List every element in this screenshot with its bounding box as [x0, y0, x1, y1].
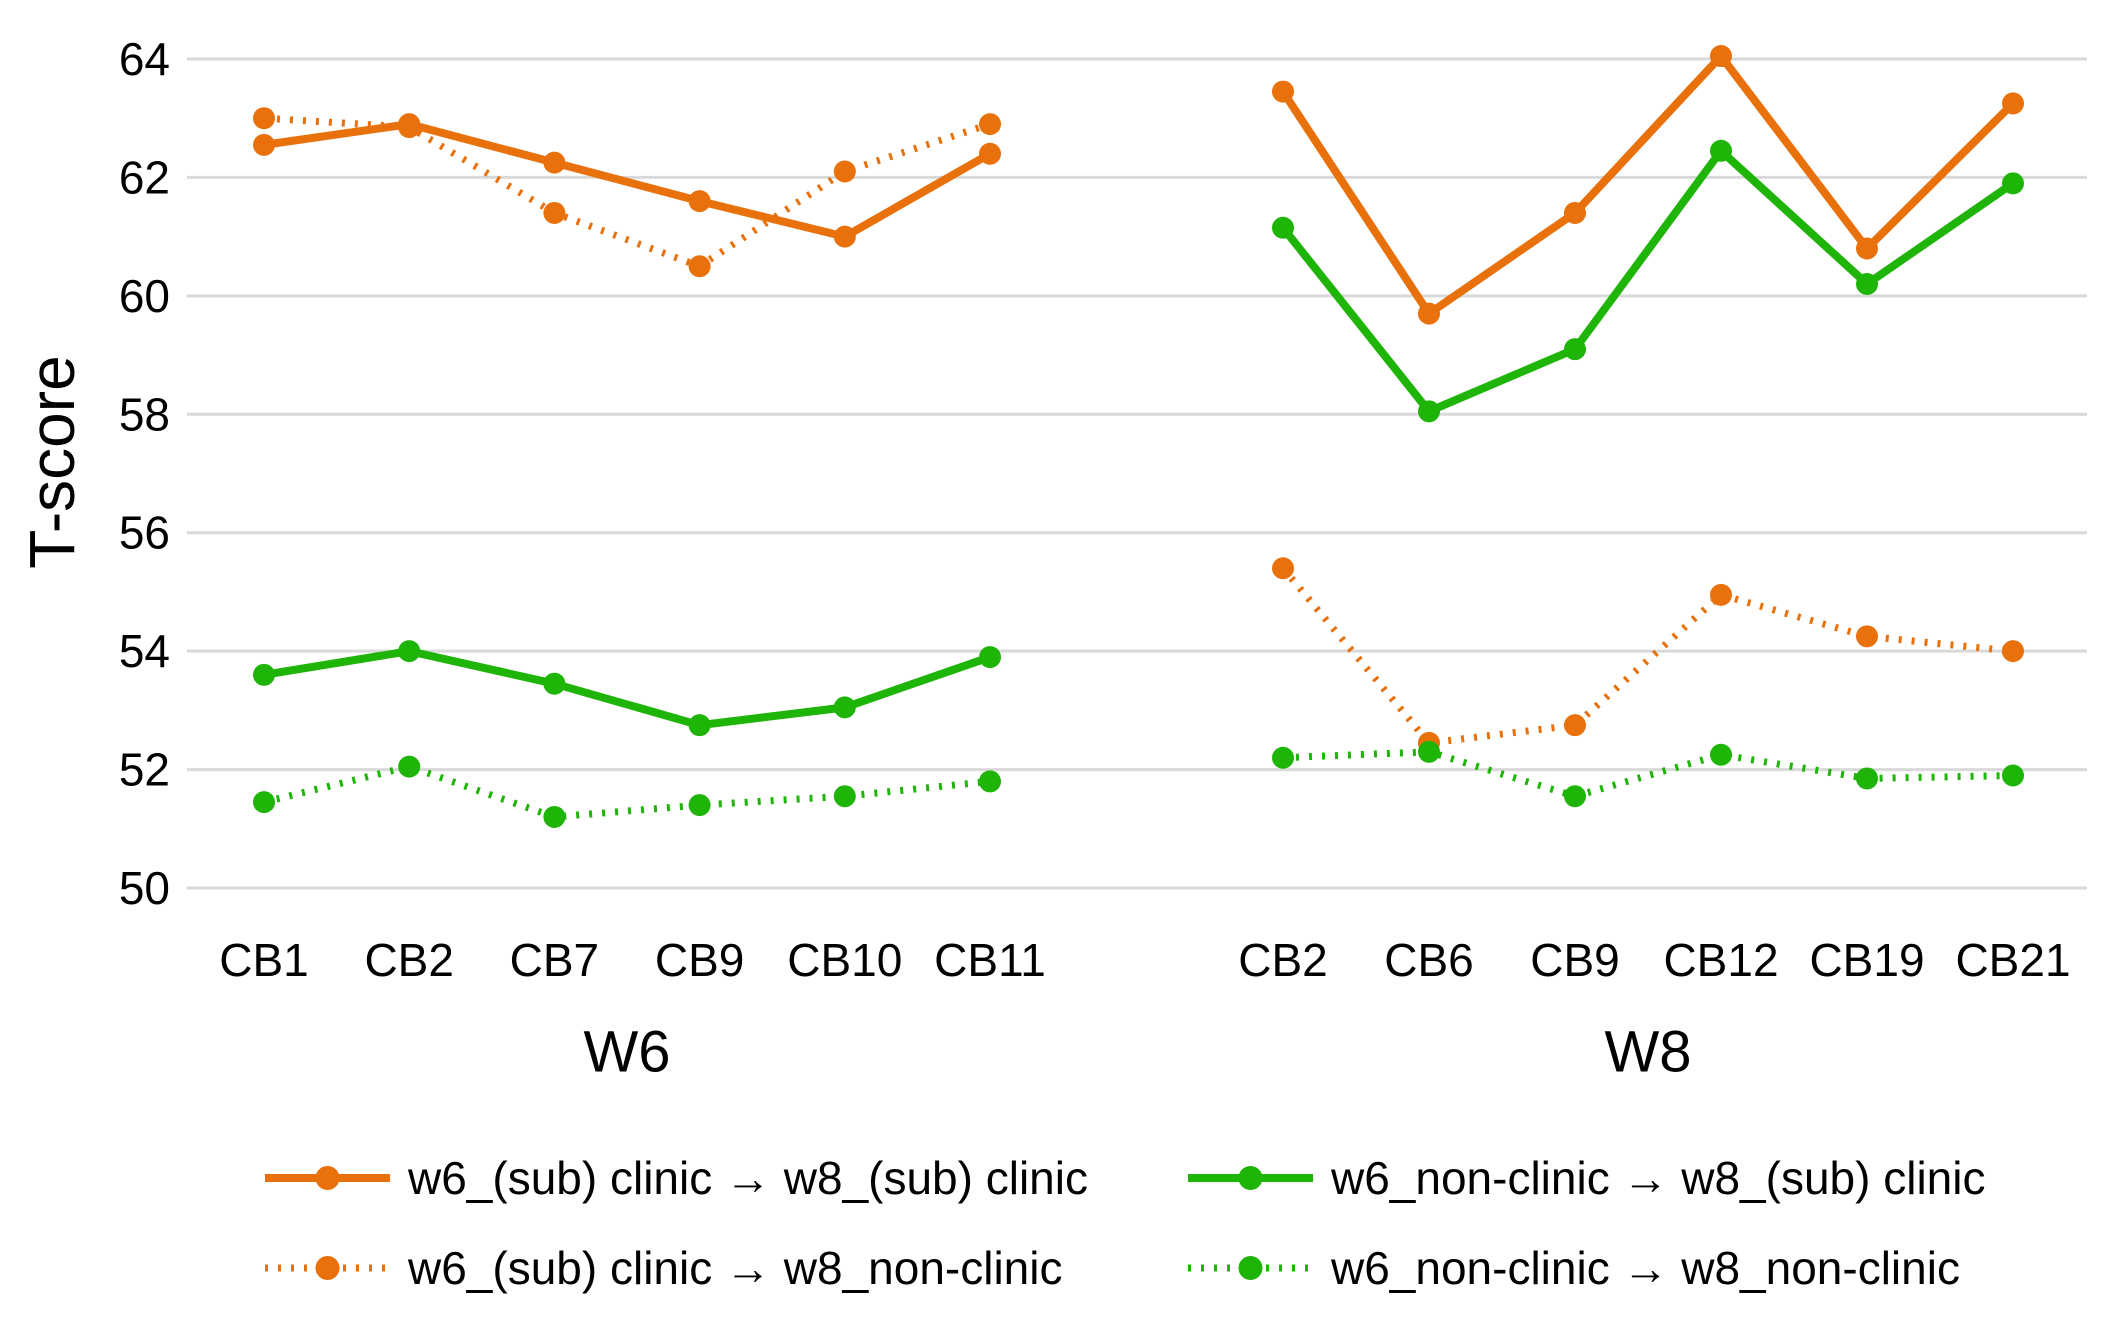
y-tick-label: 60: [119, 270, 170, 322]
y-tick-label: 50: [119, 862, 170, 914]
data-point-marker: [253, 663, 275, 686]
data-point-marker: [979, 142, 1001, 165]
data-point-marker: [833, 696, 856, 719]
series-line: [1279, 49, 2016, 320]
x-category-label: CB2: [364, 934, 453, 986]
data-point-marker: [688, 794, 711, 817]
data-point-marker: [688, 255, 711, 278]
data-point-marker: [2002, 640, 2024, 663]
series-line: [263, 647, 992, 730]
data-point-marker: [2002, 172, 2024, 195]
data-point-marker: [979, 646, 1001, 669]
panel-label: W6: [584, 1020, 671, 1085]
y-tick-label: 56: [119, 507, 170, 559]
y-tick-label: 52: [119, 744, 170, 796]
x-category-label: CB2: [1238, 934, 1327, 986]
data-point-marker: [398, 640, 421, 663]
data-point-marker: [833, 785, 856, 808]
data-point-marker: [253, 107, 275, 130]
x-category-label: CB7: [510, 934, 599, 986]
data-point-marker: [1564, 714, 1586, 737]
data-point-marker: [1856, 273, 1878, 296]
data-point-marker: [1710, 45, 1732, 68]
data-point-marker: [1418, 740, 1440, 763]
series-line: [263, 120, 992, 241]
x-category-label: CB12: [1663, 934, 1778, 986]
data-point-marker: [543, 672, 566, 695]
y-tick-label: 62: [119, 151, 170, 203]
series-line: [1280, 565, 2014, 747]
x-category-label: CB11: [934, 934, 1046, 986]
series-line: [1279, 144, 2016, 417]
data-point-marker: [688, 190, 711, 213]
data-point-marker: [253, 133, 275, 156]
y-axis-title: T-score: [16, 355, 88, 569]
data-point-marker: [1710, 139, 1732, 162]
data-point-marker: [833, 225, 856, 248]
data-point-marker: [688, 714, 711, 737]
panel-label: W8: [1605, 1020, 1692, 1085]
x-category-label: CB6: [1384, 934, 1473, 986]
data-point-marker: [979, 770, 1001, 793]
series-line: [263, 762, 991, 821]
data-point-marker: [253, 791, 275, 814]
x-category-label: CB1: [219, 934, 308, 986]
series-line: [1282, 748, 2014, 800]
data-point-marker: [1710, 583, 1732, 606]
y-tick-label: 54: [119, 625, 170, 677]
data-point-marker: [543, 151, 566, 174]
y-tick-label: 58: [119, 388, 170, 440]
x-category-label: CB10: [787, 934, 902, 986]
data-point-marker: [1856, 237, 1878, 260]
data-point-marker: [979, 113, 1001, 136]
data-point-marker: [1272, 80, 1294, 103]
data-point-marker: [2002, 764, 2024, 787]
data-point-marker: [398, 113, 421, 136]
data-point-marker: [833, 160, 856, 183]
data-point-marker: [543, 201, 566, 224]
data-point-marker: [1418, 400, 1440, 423]
data-point-marker: [1564, 201, 1586, 224]
data-point-marker: [1272, 216, 1294, 239]
data-point-marker: [1856, 767, 1878, 790]
x-category-label: CB9: [655, 934, 744, 986]
data-point-marker: [1856, 625, 1878, 648]
data-point-marker: [1564, 785, 1586, 808]
series-line: [263, 114, 992, 271]
x-category-label: CB9: [1530, 934, 1619, 986]
data-point-marker: [1272, 557, 1294, 580]
data-point-marker: [1564, 338, 1586, 361]
data-point-marker: [543, 805, 566, 828]
x-category-label: CB21: [1955, 934, 2070, 986]
data-point-marker: [398, 755, 421, 778]
data-point-marker: [2002, 92, 2024, 115]
data-point-marker: [1418, 302, 1440, 325]
data-point-marker: [1272, 746, 1294, 769]
data-point-marker: [1710, 743, 1732, 766]
y-tick-label: 64: [119, 33, 170, 85]
x-category-label: CB19: [1809, 934, 1924, 986]
